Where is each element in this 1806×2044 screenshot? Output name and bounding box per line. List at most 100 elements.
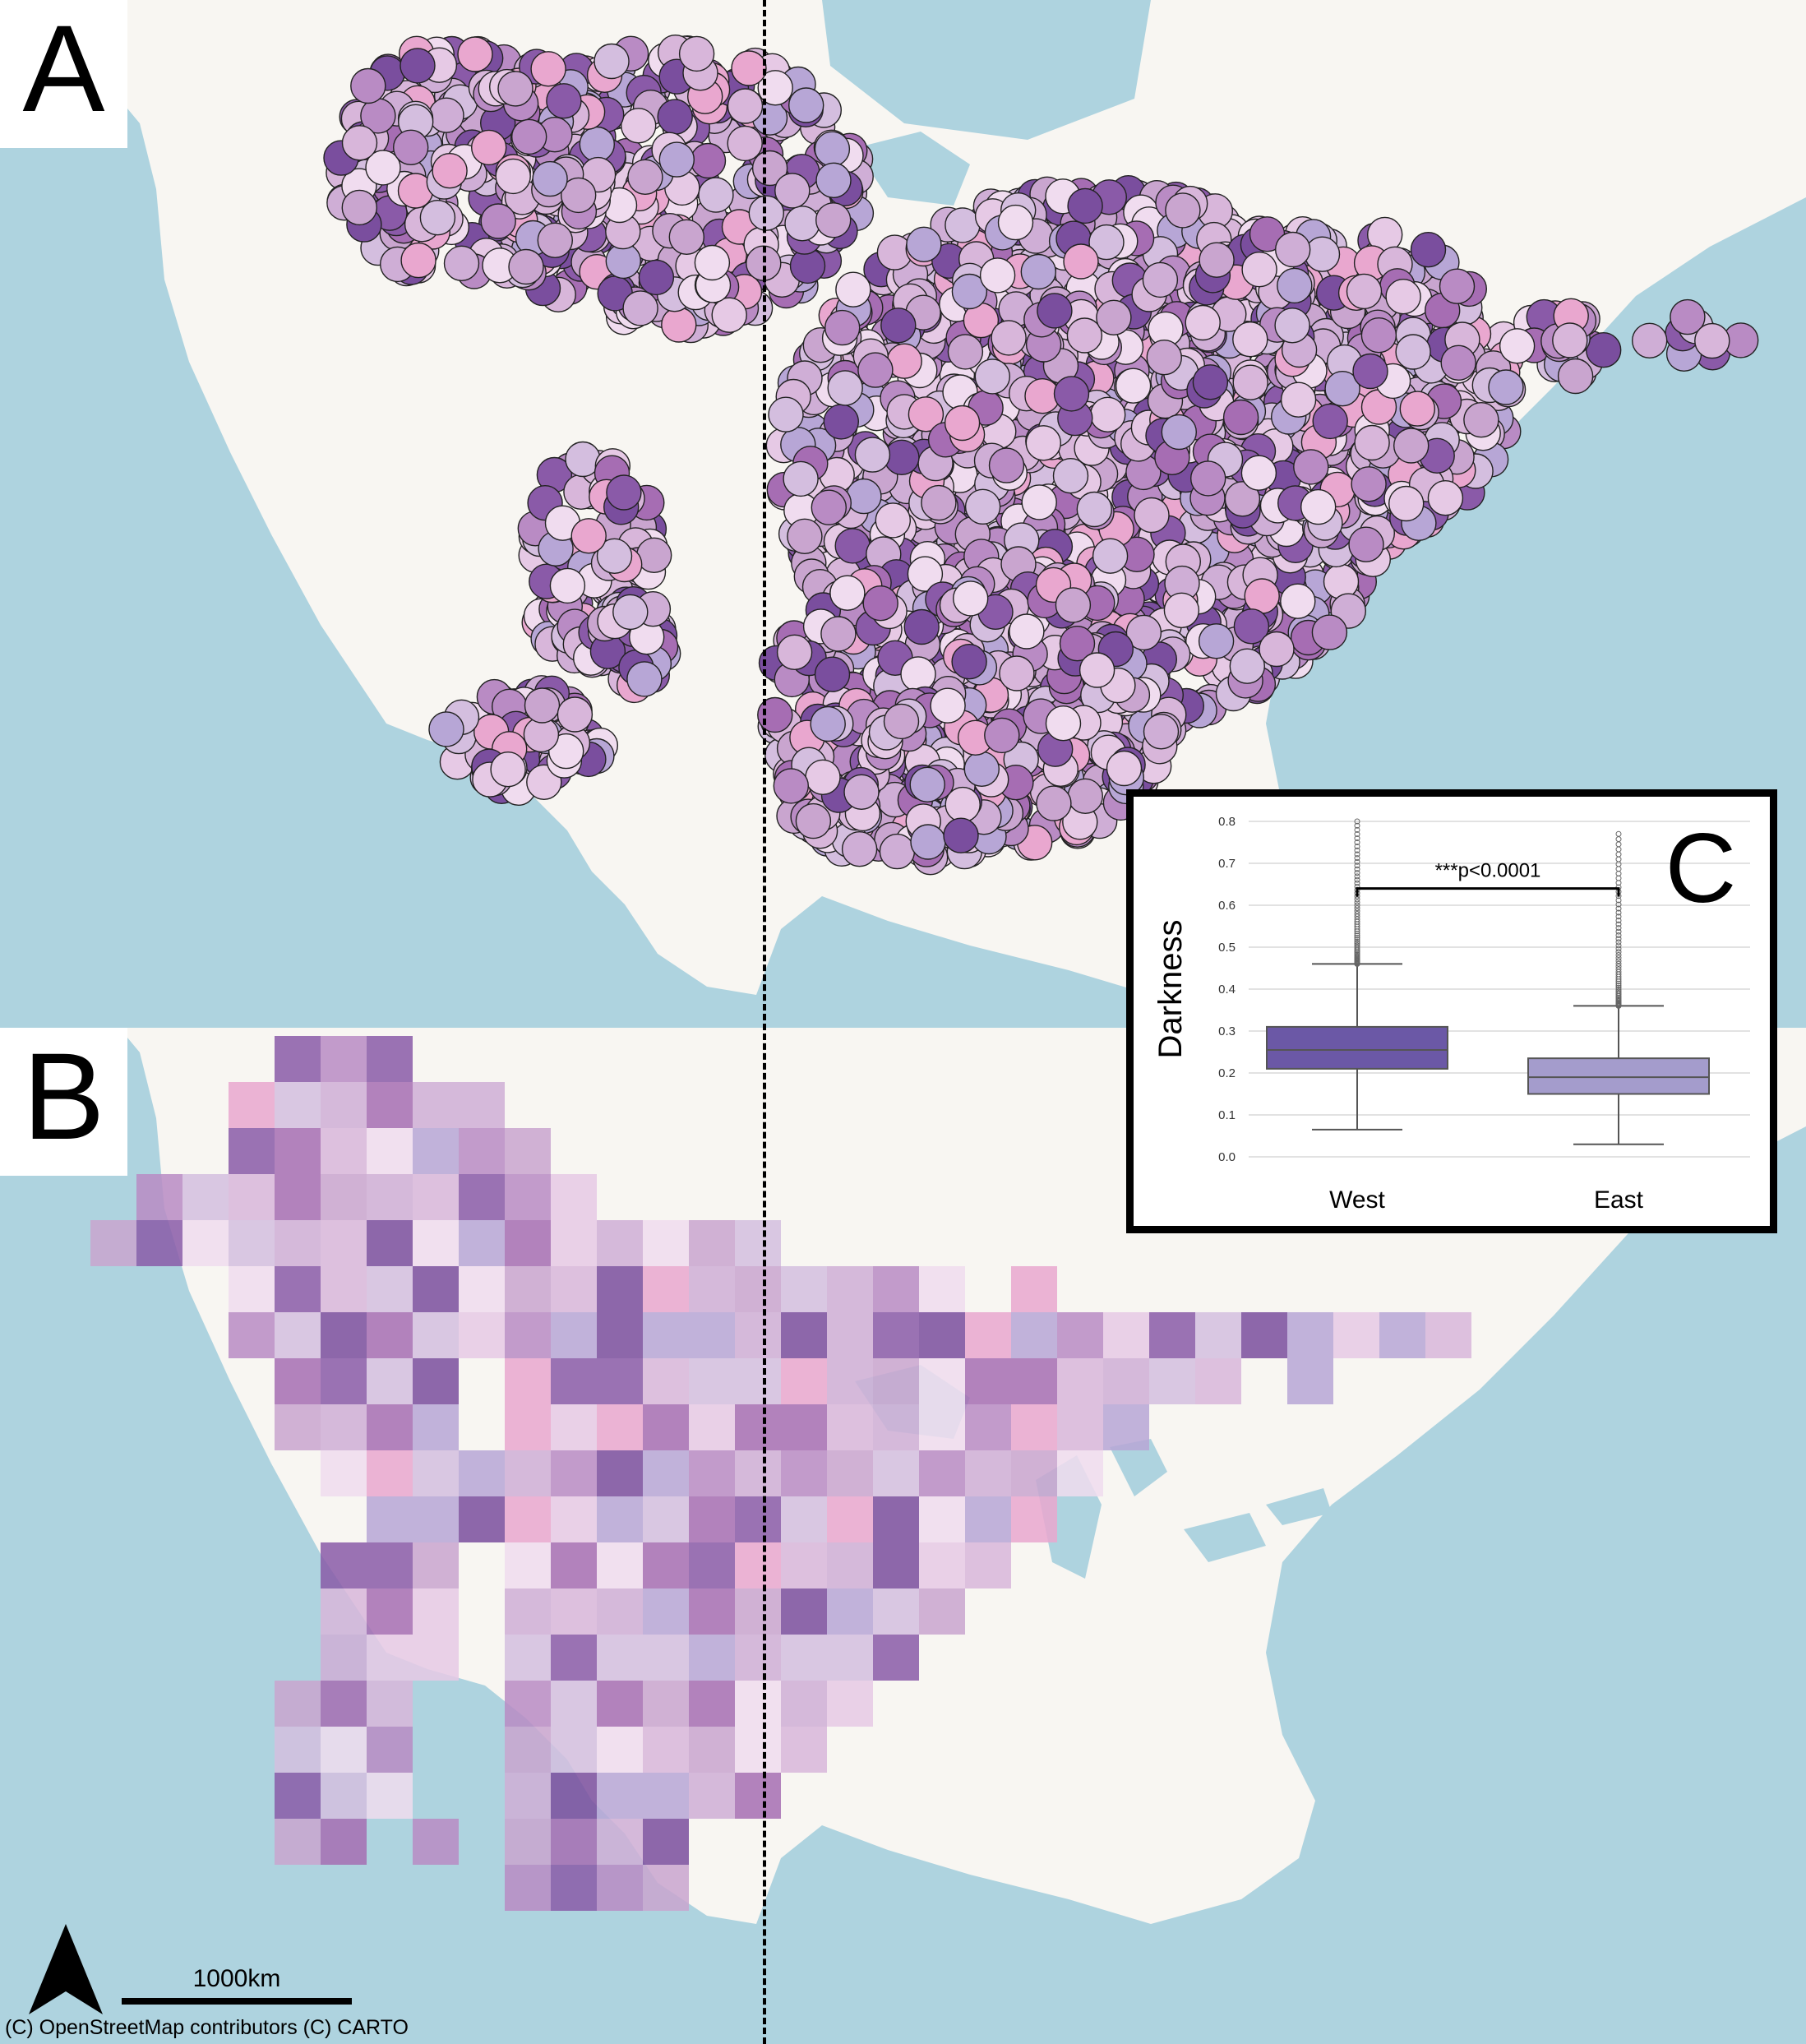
occurrence-point bbox=[1106, 750, 1143, 787]
occurrence-point bbox=[854, 437, 891, 473]
occurrence-point bbox=[963, 751, 1000, 787]
grid-cell bbox=[413, 1082, 459, 1128]
outlier-point bbox=[1615, 960, 1622, 967]
grid-cell bbox=[275, 1819, 321, 1865]
grid-cell bbox=[321, 1174, 367, 1220]
grid-cell bbox=[1149, 1358, 1195, 1404]
occurrence-point bbox=[811, 489, 847, 525]
grid-cell bbox=[827, 1404, 873, 1450]
grid-cell bbox=[965, 1312, 1011, 1358]
grid-cell bbox=[597, 1358, 643, 1404]
outlier-point bbox=[1354, 851, 1360, 858]
outlier-point bbox=[1615, 901, 1622, 908]
grid-cell bbox=[965, 1404, 1011, 1450]
y-tick-label: 0.2 bbox=[1218, 1066, 1236, 1080]
grid-cell bbox=[1149, 1312, 1195, 1358]
grid-cell bbox=[413, 1450, 459, 1496]
occurrence-point bbox=[731, 50, 767, 86]
occurrence-point bbox=[1346, 273, 1383, 310]
occurrence-point bbox=[1585, 332, 1622, 368]
grid-cell bbox=[413, 1358, 459, 1404]
grid-cell bbox=[367, 1312, 413, 1358]
outlier-point bbox=[1354, 855, 1360, 862]
occurrence-point bbox=[419, 200, 456, 236]
outlier-point bbox=[1354, 822, 1360, 829]
grid-cell bbox=[505, 1174, 551, 1220]
grid-cell bbox=[781, 1542, 827, 1588]
grid-cell bbox=[735, 1266, 781, 1312]
grid-cell bbox=[643, 1635, 689, 1681]
outlier-point bbox=[1615, 966, 1622, 973]
occurrence-point bbox=[783, 460, 819, 497]
point-map-canvas bbox=[0, 0, 1806, 995]
grid-cell bbox=[367, 1773, 413, 1819]
grid-cell bbox=[321, 1036, 367, 1082]
grid-cell bbox=[1333, 1312, 1379, 1358]
occurrence-point bbox=[908, 396, 945, 432]
grid-cell bbox=[873, 1496, 919, 1542]
boxplot-chart: 0.0 0.1 0.2 0.3 0.4 0.5 0.6 0.7 0.8 Darkness West E… bbox=[1152, 813, 1750, 1214]
grid-cell bbox=[367, 1358, 413, 1404]
outlier-point bbox=[1354, 913, 1360, 920]
occurrence-point bbox=[834, 528, 871, 564]
occurrence-point bbox=[1280, 382, 1317, 418]
grid-cell bbox=[827, 1588, 873, 1635]
grid-cell bbox=[781, 1496, 827, 1542]
occurrence-point bbox=[1052, 458, 1089, 494]
outlier-point bbox=[1354, 880, 1360, 886]
occurrence-point bbox=[930, 687, 966, 724]
occurrence-point bbox=[1163, 592, 1200, 628]
occurrence-point bbox=[1076, 491, 1113, 528]
grid-cell bbox=[735, 1635, 781, 1681]
grid-cell bbox=[229, 1220, 275, 1266]
occurrence-point bbox=[480, 203, 516, 239]
outlier-point bbox=[1615, 921, 1622, 927]
grid-cell bbox=[413, 1819, 459, 1865]
grid-cell bbox=[505, 1312, 551, 1358]
outlier-point bbox=[1354, 930, 1360, 936]
grid-cell bbox=[275, 1036, 321, 1082]
grid-cell bbox=[459, 1220, 505, 1266]
occurrence-point bbox=[400, 242, 436, 279]
grid-cell bbox=[643, 1773, 689, 1819]
occurrence-point bbox=[857, 352, 894, 388]
occurrence-point bbox=[815, 162, 852, 199]
grid-cell bbox=[275, 1312, 321, 1358]
outlier-point bbox=[1354, 932, 1360, 939]
grid-cell bbox=[229, 1174, 275, 1220]
occurrence-point bbox=[1280, 583, 1316, 619]
occurrence-point bbox=[875, 502, 912, 539]
x-tick-label: East bbox=[1594, 1186, 1644, 1214]
occurrence-point bbox=[1021, 484, 1057, 520]
grid-cell bbox=[965, 1358, 1011, 1404]
iqr-box bbox=[1527, 1057, 1710, 1095]
grid-cell bbox=[827, 1266, 873, 1312]
grid-cell bbox=[275, 1082, 321, 1128]
grid-cell bbox=[505, 1128, 551, 1174]
grid-cell bbox=[689, 1496, 735, 1542]
occurrence-point bbox=[490, 751, 526, 788]
occurrence-point bbox=[991, 320, 1027, 356]
occurrence-point bbox=[727, 88, 764, 124]
grid-cell bbox=[367, 1450, 413, 1496]
outlier-point bbox=[1615, 925, 1622, 932]
grid-cell bbox=[321, 1635, 367, 1681]
occurrence-point bbox=[1224, 481, 1261, 517]
grid-cell bbox=[275, 1128, 321, 1174]
occurrence-point bbox=[921, 484, 957, 521]
occurrence-point bbox=[774, 173, 811, 209]
outlier-point bbox=[1615, 913, 1622, 920]
occurrence-point bbox=[910, 824, 946, 860]
occurrence-point bbox=[1115, 368, 1152, 404]
outlier-point bbox=[1615, 932, 1622, 938]
grid-cell bbox=[413, 1496, 459, 1542]
occurrence-point bbox=[657, 99, 693, 135]
occurrence-point bbox=[1079, 652, 1115, 688]
grid-cell bbox=[321, 1082, 367, 1128]
occurrence-point bbox=[1557, 358, 1594, 395]
occurrence-point bbox=[400, 48, 436, 84]
occurrence-point bbox=[964, 488, 1001, 525]
y-axis-label: Darkness bbox=[1152, 920, 1189, 1059]
occurrence-point bbox=[561, 177, 597, 214]
grid-cell bbox=[505, 1542, 551, 1588]
